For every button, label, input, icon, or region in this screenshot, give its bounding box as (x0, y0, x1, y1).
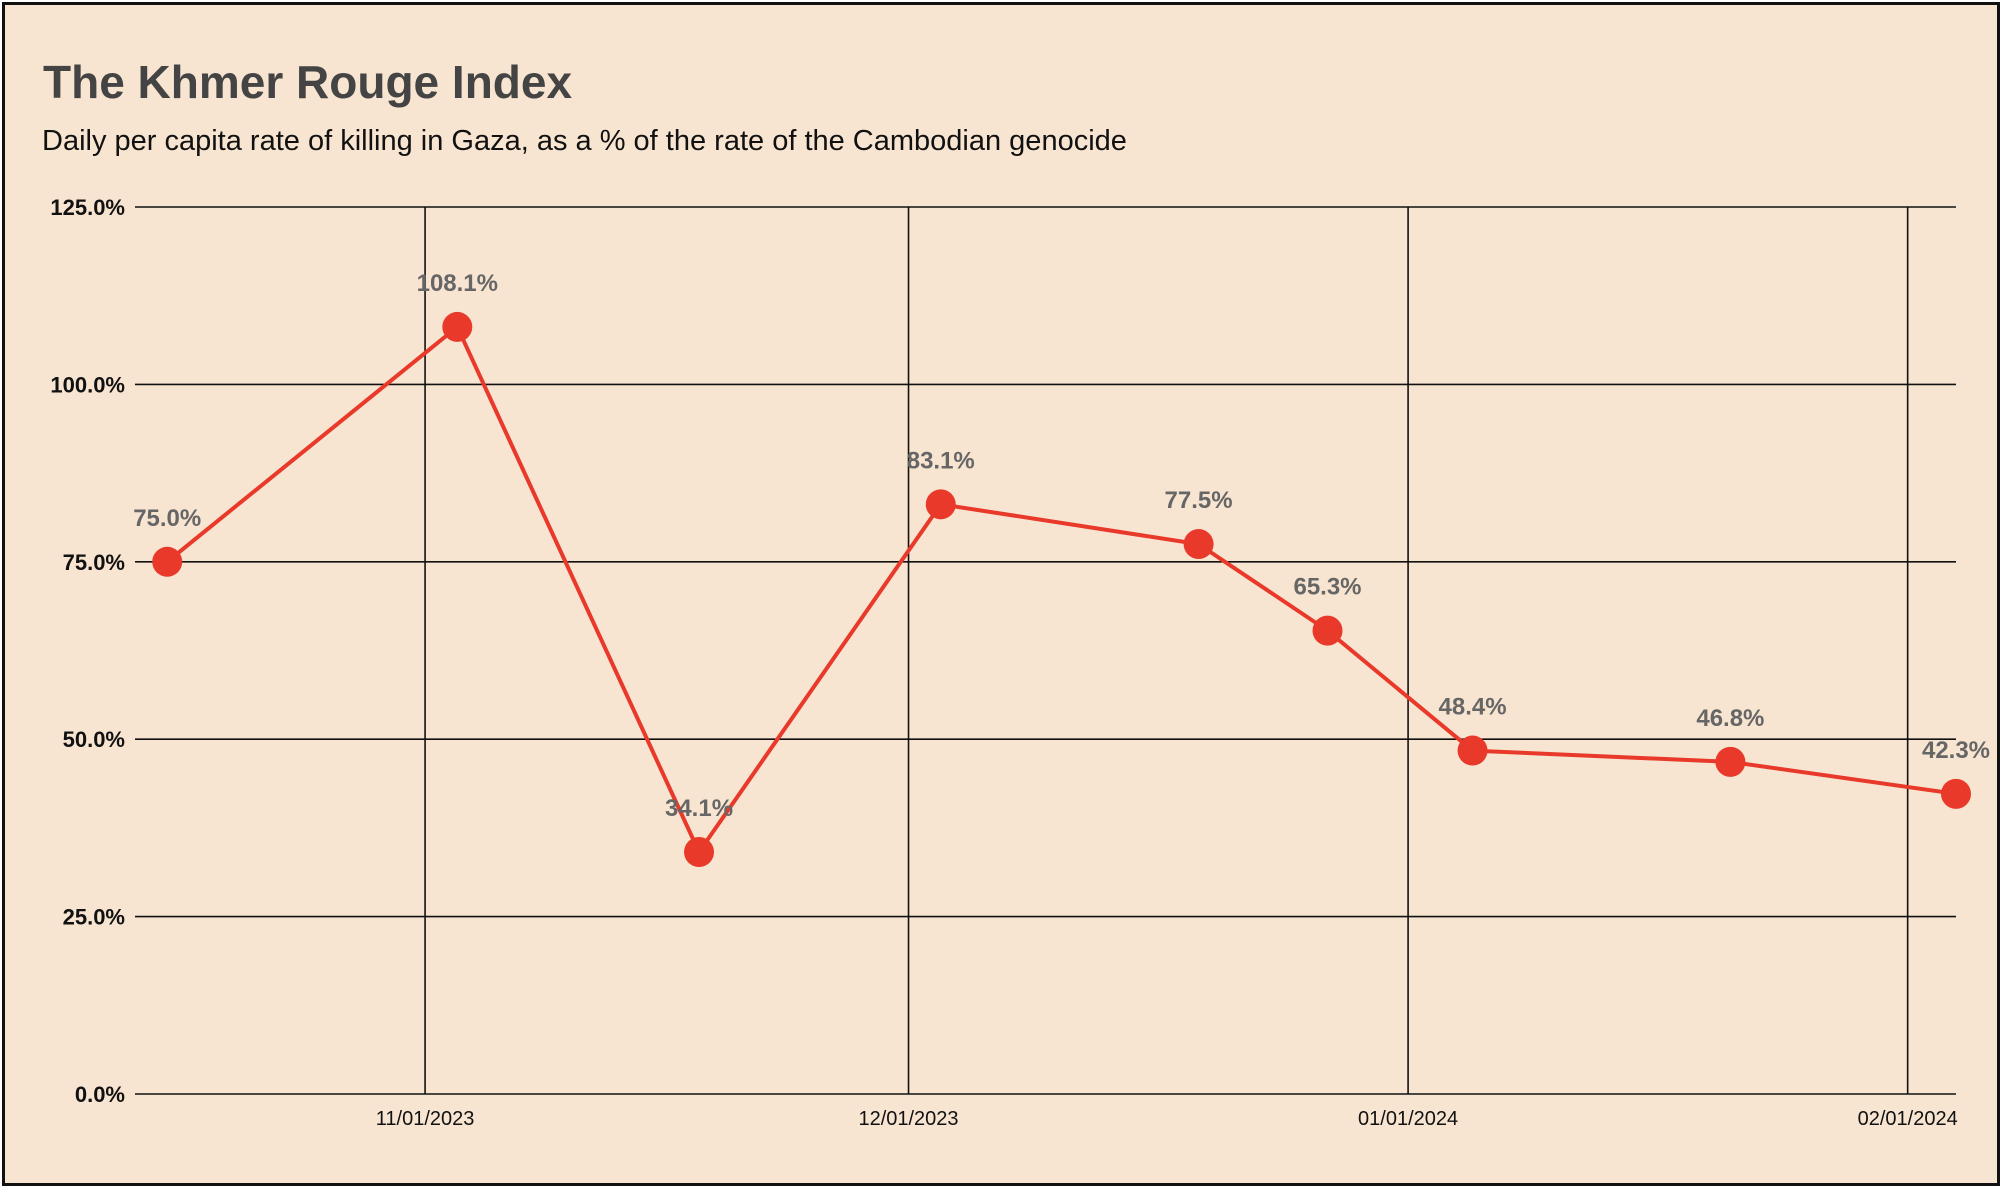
data-label: 65.3% (1293, 574, 1361, 601)
data-point (1715, 746, 1746, 777)
data-label: 42.3% (1922, 737, 1990, 764)
line-chart: 0.0% 25.0% 50.0% 75.0% 100.0% 125.0% 11/01/20… (50, 195, 1990, 1130)
data-label: 108.1% (417, 270, 498, 297)
x-tick-label: 01/01/2024 (1358, 1108, 1458, 1130)
x-axis-ticks: 11/01/2023 12/01/2023 01/01/2024 02/01/2024 (376, 1108, 1958, 1130)
data-label: 48.4% (1439, 694, 1507, 721)
y-tick-label: 25.0% (63, 905, 125, 930)
y-tick-label: 75.0% (63, 550, 125, 575)
series-line-group (165, 324, 1957, 854)
y-gridlines (135, 206, 1956, 1095)
data-labels: 75.0% 108.1% 34.1% 83.1% 77.5% 65.3% 48.4% 46.8… (133, 270, 1990, 822)
data-point (684, 837, 715, 868)
data-point (1941, 778, 1971, 809)
data-label: 83.1% (907, 447, 975, 474)
x-tick-label: 12/01/2023 (858, 1108, 958, 1130)
data-label: 46.8% (1696, 705, 1764, 732)
x-tick-label: 02/01/2024 (1858, 1108, 1958, 1130)
y-tick-label: 100.0% (50, 372, 125, 397)
y-tick-label: 125.0% (50, 195, 125, 220)
data-point (1457, 735, 1488, 766)
x-tick-label: 11/01/2023 (376, 1108, 475, 1130)
chart-title: The Khmer Rouge Index (43, 56, 573, 108)
chart-subtitle: Daily per capita rate of killing in Gaza… (42, 125, 1127, 157)
series-line (165, 324, 1957, 854)
y-tick-label: 50.0% (63, 727, 125, 752)
data-point (442, 311, 473, 342)
data-points (152, 311, 1971, 868)
data-label: 34.1% (665, 795, 733, 822)
x-gridlines (424, 207, 1909, 1094)
data-point (1312, 615, 1343, 646)
data-label: 77.5% (1165, 487, 1233, 514)
data-point (1183, 529, 1214, 560)
data-point (152, 546, 183, 577)
y-tick-label: 0.0% (75, 1082, 125, 1107)
data-point (925, 489, 956, 520)
data-label: 75.0% (133, 505, 201, 532)
y-axis-ticks: 0.0% 25.0% 50.0% 75.0% 100.0% 125.0% (50, 195, 125, 1107)
